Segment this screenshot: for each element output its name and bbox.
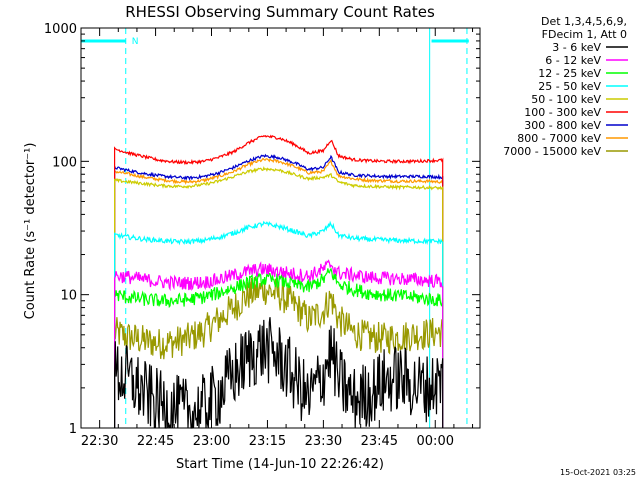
series-line-6-12-kev [114, 259, 444, 428]
x-tick-label-23:30: 23:30 [305, 434, 342, 449]
series-line-3-6-kev [114, 317, 444, 429]
series-line-800-7000-kev [114, 157, 444, 428]
y-tick-label-10: 10 [60, 289, 77, 304]
x-tick-label-23:00: 23:00 [193, 434, 230, 449]
series-layer [114, 134, 444, 429]
footer-timestamp: 15-Oct-2021 03:25 [560, 468, 636, 477]
legend-label-6: 300 - 800 keV [524, 119, 601, 132]
legend-label-7: 800 - 7000 keV [517, 132, 601, 145]
x-tick-label-22:30: 22:30 [81, 434, 118, 449]
axes: 1 10 100 1000 22:30 22:45 23:00 23:15 23:30 23:45… [44, 22, 481, 449]
plot-frame [80, 27, 481, 429]
legend-label-0: 3 - 6 keV [552, 41, 601, 54]
series-line-25-50-kev [114, 220, 444, 428]
legend: Det 1,3,4,5,6,9, FDecim 1, Att 0 3 - 6 k… [503, 15, 628, 158]
x-axis-label: Start Time (14-Jun-10 22:26:42) [176, 457, 384, 472]
y-tick-label-1000: 1000 [44, 22, 77, 37]
legend-label-1: 6 - 12 keV [545, 54, 601, 67]
series-line-100-300-kev [114, 134, 444, 428]
y-axis-label: Count Rate (s⁻¹ detector⁻¹) [23, 143, 38, 320]
x-tick-label-00:00: 00:00 [417, 434, 454, 449]
attenuator-label-0: N [132, 37, 139, 47]
y-tick-label-100: 100 [52, 155, 77, 170]
series-line-50-100-kev [114, 166, 444, 428]
x-tick-label-22:45: 22:45 [137, 434, 174, 449]
x-tick-label-23:45: 23:45 [361, 434, 398, 449]
legend-label-5: 100 - 300 keV [524, 106, 601, 119]
legend-label-2: 12 - 25 keV [538, 67, 601, 80]
legend-header-line-2: FDecim 1, Att 0 [542, 28, 627, 41]
y-tick-label-1: 1 [69, 422, 77, 437]
series-line-300-800-kev [114, 153, 444, 428]
x-tick-label-23:15: 23:15 [249, 434, 286, 449]
legend-header-line-1: Det 1,3,4,5,6,9, [541, 15, 627, 28]
series-line-12-25-kev [114, 267, 444, 428]
legend-label-8: 7000 - 15000 keV [503, 145, 601, 158]
legend-label-3: 25 - 50 keV [538, 80, 601, 93]
legend-label-4: 50 - 100 keV [531, 93, 601, 106]
chart-title: RHESSI Observing Summary Count Rates [125, 3, 435, 21]
